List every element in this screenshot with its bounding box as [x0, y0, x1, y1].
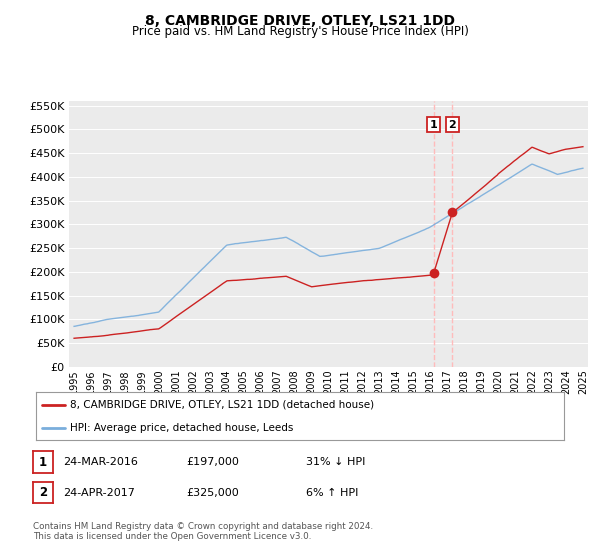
Text: 8, CAMBRIDGE DRIVE, OTLEY, LS21 1DD: 8, CAMBRIDGE DRIVE, OTLEY, LS21 1DD: [145, 14, 455, 28]
Text: Price paid vs. HM Land Registry's House Price Index (HPI): Price paid vs. HM Land Registry's House …: [131, 25, 469, 38]
Text: 2: 2: [39, 486, 47, 500]
Text: 1: 1: [430, 119, 437, 129]
Text: £325,000: £325,000: [186, 488, 239, 498]
Text: 6% ↑ HPI: 6% ↑ HPI: [306, 488, 358, 498]
Text: 31% ↓ HPI: 31% ↓ HPI: [306, 457, 365, 467]
Text: HPI: Average price, detached house, Leeds: HPI: Average price, detached house, Leed…: [70, 423, 293, 433]
Text: Contains HM Land Registry data © Crown copyright and database right 2024.
This d: Contains HM Land Registry data © Crown c…: [33, 522, 373, 542]
Text: 2: 2: [448, 119, 456, 129]
Text: 24-APR-2017: 24-APR-2017: [63, 488, 135, 498]
Text: 24-MAR-2016: 24-MAR-2016: [63, 457, 138, 467]
Text: 8, CAMBRIDGE DRIVE, OTLEY, LS21 1DD (detached house): 8, CAMBRIDGE DRIVE, OTLEY, LS21 1DD (det…: [70, 400, 374, 410]
Text: 1: 1: [39, 455, 47, 469]
Text: £197,000: £197,000: [186, 457, 239, 467]
